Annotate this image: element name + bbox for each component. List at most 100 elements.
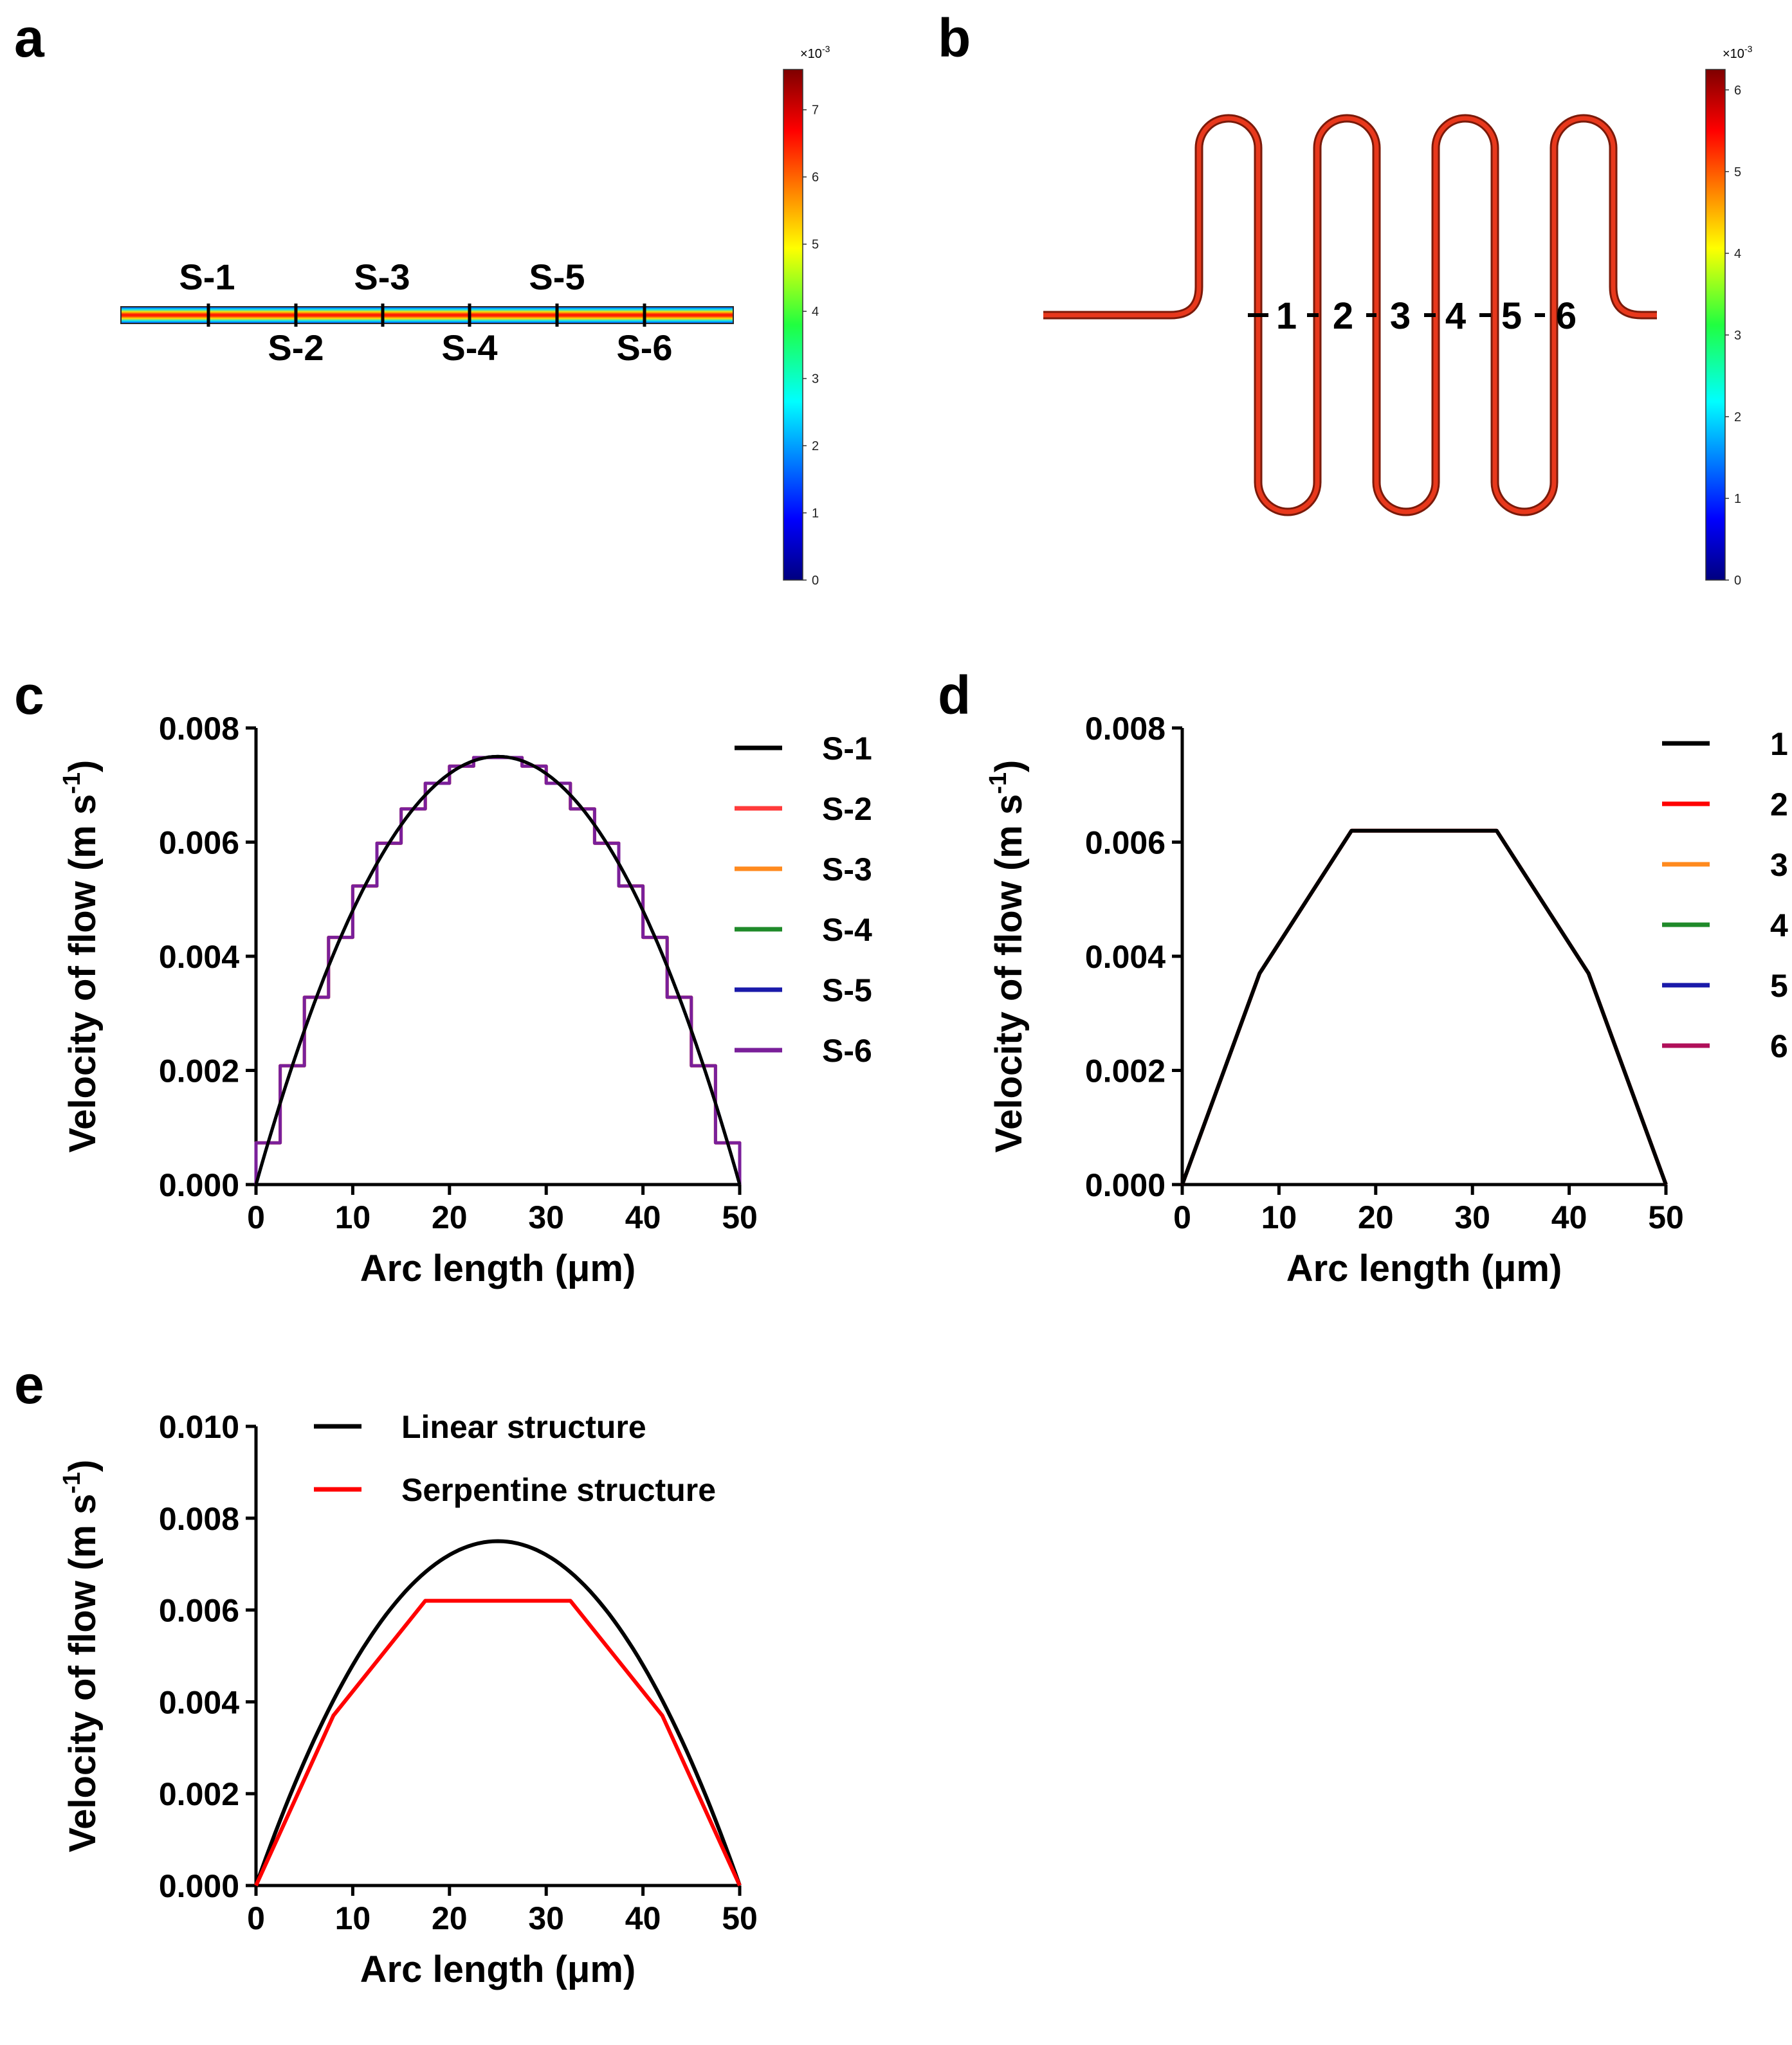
x-tick-label: 30 (528, 1900, 564, 1936)
x-tick-label: 40 (625, 1199, 661, 1235)
linear-channel (120, 306, 734, 324)
y-axis-label-text: Velocity of flow (m s (62, 794, 104, 1153)
colorbar-tick-label: 6 (1734, 84, 1741, 98)
series-line-3 (1181, 829, 1667, 1185)
x-tick-label: 0 (247, 1199, 265, 1235)
y-axis-label-close: ) (62, 760, 104, 772)
x-axis-label: Arc length (μm) (1286, 1248, 1562, 1289)
legend-label: S-3 (822, 851, 872, 887)
y-tick-label: 0.008 (159, 1501, 239, 1537)
legend-label: S-6 (822, 1033, 872, 1069)
section-label-4: 4 (1445, 295, 1466, 337)
legend-label: S-1 (822, 731, 872, 767)
colorbar-b: ×10-3 0 1 2 3 4 5 6 (1705, 44, 1753, 588)
panel-a-linear-channel: S-1 S-2 S-3 S-4 S-5 S-6 (120, 257, 734, 368)
x-tick-label: 40 (625, 1900, 661, 1936)
section-label-3: 3 (1390, 295, 1411, 337)
section-label-s1: S-1 (179, 257, 235, 297)
legend-label: S-4 (822, 912, 872, 948)
x-tick-label: 20 (1358, 1199, 1394, 1235)
colorbar-tick-label: 7 (812, 104, 819, 118)
legend-label: 5 (1770, 968, 1788, 1004)
y-tick-label: 0.008 (1085, 711, 1166, 747)
panel-label-c: c (14, 665, 44, 725)
chart-panel-c: 0.000 0.002 0.004 0.006 0.008 0 10 20 30 40 50 Arc … (59, 711, 872, 1289)
chart-panel-e: 0.000 0.002 0.004 0.006 0.008 0.010 0 10 20 30 40 5… (59, 1409, 758, 1990)
x-tick-label: 20 (432, 1199, 468, 1235)
series-line-4 (1181, 829, 1667, 1185)
x-axis-label: Arc length (μm) (360, 1949, 636, 1990)
y-tick-label: 0.006 (1085, 825, 1166, 861)
x-tick-label: 50 (1648, 1199, 1684, 1235)
y-axis-label-superscript: -1 (59, 772, 86, 794)
series-line-6 (1181, 829, 1667, 1185)
x-tick-label: 50 (722, 1199, 758, 1235)
section-label-5: 5 (1501, 295, 1522, 337)
colorbar-b-exponent: ×10-3 (1723, 44, 1753, 61)
x-tick-label: 10 (335, 1900, 371, 1936)
section-label-s2: S-2 (268, 327, 324, 368)
x-tick-label: 0 (1173, 1199, 1191, 1235)
section-label-6: 6 (1556, 295, 1577, 337)
y-tick-label: 0.006 (159, 825, 239, 861)
series-line-serpentine-structure (254, 1599, 742, 1887)
y-tick-label: 0.000 (159, 1167, 239, 1203)
legend-label: 3 (1770, 847, 1788, 883)
serpentine-channel-fill (1043, 116, 1657, 514)
y-axis-label-text: Velocity of flow (m s (988, 794, 1030, 1153)
panel-label-e: e (14, 1354, 44, 1415)
y-tick-label: 0.000 (159, 1868, 239, 1904)
colorbar-tick-label: 6 (812, 170, 819, 185)
y-tick-label: 0.010 (159, 1409, 239, 1445)
y-axis-label: Velocity of flow (m s-1) (985, 760, 1030, 1153)
y-tick-label: 0.004 (159, 1684, 239, 1720)
colorbar-tick-label: 3 (1734, 329, 1741, 343)
x-tick-label: 0 (247, 1900, 265, 1936)
series-line-s-6 (254, 756, 742, 1185)
x-tick-label: 20 (432, 1900, 468, 1936)
colorbar-tick-label: 5 (1734, 165, 1741, 179)
section-label-s5: S-5 (529, 257, 585, 297)
y-tick-label: 0.004 (159, 939, 239, 975)
colorbar-tick-label: 4 (1734, 247, 1741, 261)
panel-b-serpentine-channel: 1 2 3 4 5 6 (1043, 114, 1657, 516)
colorbar-tick-label: 0 (812, 574, 819, 588)
y-tick-label: 0.000 (1085, 1167, 1166, 1203)
colorbar-tick-label: 2 (812, 439, 819, 453)
y-tick-label: 0.004 (1085, 939, 1166, 975)
y-axis-label: Velocity of flow (m s-1) (59, 760, 104, 1153)
x-tick-label: 10 (335, 1199, 371, 1235)
section-markers-a (206, 304, 646, 327)
x-tick-label: 30 (528, 1199, 564, 1235)
legend-label: Linear structure (401, 1409, 646, 1445)
y-tick-label: 0.006 (159, 1593, 239, 1629)
legend-label: Serpentine structure (401, 1472, 716, 1508)
section-label-s6: S-6 (616, 327, 672, 368)
colorbar-tick-label: 1 (1734, 492, 1741, 506)
legend-label: S-5 (822, 972, 872, 1008)
section-label-2: 2 (1333, 295, 1353, 337)
y-axis-label-superscript: -1 (985, 772, 1012, 794)
y-axis-label-close: ) (62, 1460, 104, 1472)
legend-label: 2 (1770, 786, 1788, 823)
x-tick-label: 50 (722, 1900, 758, 1936)
colorbar-tick-label: 0 (1734, 574, 1741, 588)
legend-label: 4 (1770, 907, 1788, 943)
colorbar-a-exponent: ×10-3 (800, 44, 830, 61)
section-label-s4: S-4 (441, 327, 497, 368)
colorbar-a-gradient (783, 69, 803, 581)
series-line-s-1 (254, 754, 742, 1185)
panel-label-a: a (14, 8, 45, 68)
series-line-linear-structure (254, 1539, 742, 1887)
y-tick-label: 0.002 (159, 1776, 239, 1812)
y-axis-label-close: ) (988, 760, 1030, 772)
colorbar-tick-label: 3 (812, 372, 819, 386)
y-tick-label: 0.008 (159, 711, 239, 747)
chart-panel-d: 0.000 0.002 0.004 0.006 0.008 0 10 20 30 40 50 Arc … (985, 711, 1788, 1289)
panel-label-d: d (938, 665, 971, 725)
y-tick-label: 0.002 (159, 1053, 239, 1089)
legend-label: 6 (1770, 1028, 1788, 1064)
panel-label-b: b (938, 8, 971, 68)
colorbar-tick-label: 2 (1734, 410, 1741, 424)
